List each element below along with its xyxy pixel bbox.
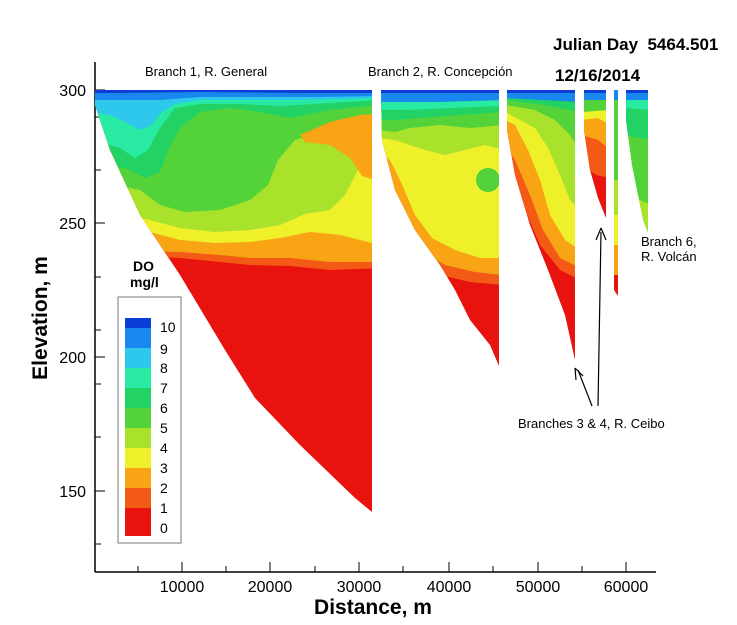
legend-label: 4 — [160, 440, 168, 456]
legend-swatch-8 — [125, 348, 151, 358]
legend-label: 2 — [160, 480, 168, 496]
branch-4-band-6 — [584, 90, 606, 93]
legend-label: 0 — [160, 520, 168, 536]
legend-swatch-5 — [125, 408, 151, 428]
x-tick-label: 60000 — [604, 579, 649, 596]
x-ticks — [137, 562, 627, 572]
y-ticks — [95, 89, 105, 545]
legend-swatch-7 — [125, 368, 151, 388]
x-tick-label: 10000 — [160, 579, 205, 596]
legend-swatch-2 — [125, 468, 151, 488]
branch-2-pocket — [476, 168, 499, 192]
x-tick-label: 20000 — [248, 579, 293, 596]
legend-label: 9 — [160, 341, 168, 357]
branch-2-contour — [381, 90, 499, 366]
branch-1-hotspot — [300, 114, 372, 180]
legend-swatch-10 — [125, 318, 151, 328]
legend-swatch-3 — [125, 448, 151, 468]
legend-label: 3 — [160, 460, 168, 476]
branch-3-contour — [507, 90, 575, 360]
branch-4-contour — [584, 90, 606, 218]
legend-swatch-8c — [125, 358, 151, 368]
branch-6-label-line2: R. Volcán — [641, 249, 697, 264]
legend-label: 10 — [160, 319, 176, 335]
legend-title-line1: DO — [133, 258, 154, 274]
legend-label: 6 — [160, 400, 168, 416]
branch-5-contour — [614, 90, 618, 296]
legend-label: 8 — [160, 360, 168, 376]
legend-label: 7 — [160, 380, 168, 396]
x-tick-label: 50000 — [516, 579, 561, 596]
x-tick-label: 30000 — [337, 579, 382, 596]
y-tick-label: 300 — [59, 83, 86, 100]
branch-1-contour — [95, 90, 372, 512]
branch-3-band-8 — [507, 90, 575, 93]
legend-swatch-1 — [125, 488, 151, 508]
branch-1-band-9 — [95, 90, 372, 100]
branch-1-label: Branch 1, R. General — [145, 64, 267, 79]
branches-3-4-arrows — [574, 227, 607, 407]
branches-3-4-label: Branches 3 & 4, R. Ceibo — [518, 416, 665, 431]
date-label: 12/16/2014 — [555, 66, 641, 85]
julian-day-label: Julian Day 5464.501 — [553, 35, 718, 54]
legend-swatch-6 — [125, 388, 151, 408]
legend-swatch-9 — [125, 328, 151, 338]
branch-5-band-4 — [614, 90, 618, 180]
branch-1-band-10 — [95, 90, 372, 93]
legend-title-line2: mg/l — [130, 274, 159, 290]
legend-label: 1 — [160, 500, 168, 516]
legend-swatch-4 — [125, 428, 151, 448]
x-axis-title: Distance, m — [314, 596, 432, 619]
branch-3-band-7 — [507, 90, 575, 102]
legend-swatch-0 — [125, 508, 151, 536]
branch-6-label-line1: Branch 6, — [641, 234, 697, 249]
legend-label: 5 — [160, 420, 168, 436]
branch-2-band-9 — [381, 90, 499, 93]
x-tick-label: 40000 — [427, 579, 472, 596]
y-tick-label: 250 — [59, 216, 86, 233]
branch-2-band-8 — [381, 90, 499, 102]
branch-5-band-5 — [614, 90, 618, 100]
y-tick-label: 200 — [59, 350, 86, 367]
y-tick-label: 150 — [59, 484, 86, 501]
branch-6-contour — [626, 90, 648, 233]
branch-2-label: Branch 2, R. Concepción — [368, 64, 513, 79]
y-axis-title: Elevation, m — [29, 256, 52, 380]
legend-swatch-8b — [125, 338, 151, 348]
branch-6-band-5 — [626, 90, 648, 93]
